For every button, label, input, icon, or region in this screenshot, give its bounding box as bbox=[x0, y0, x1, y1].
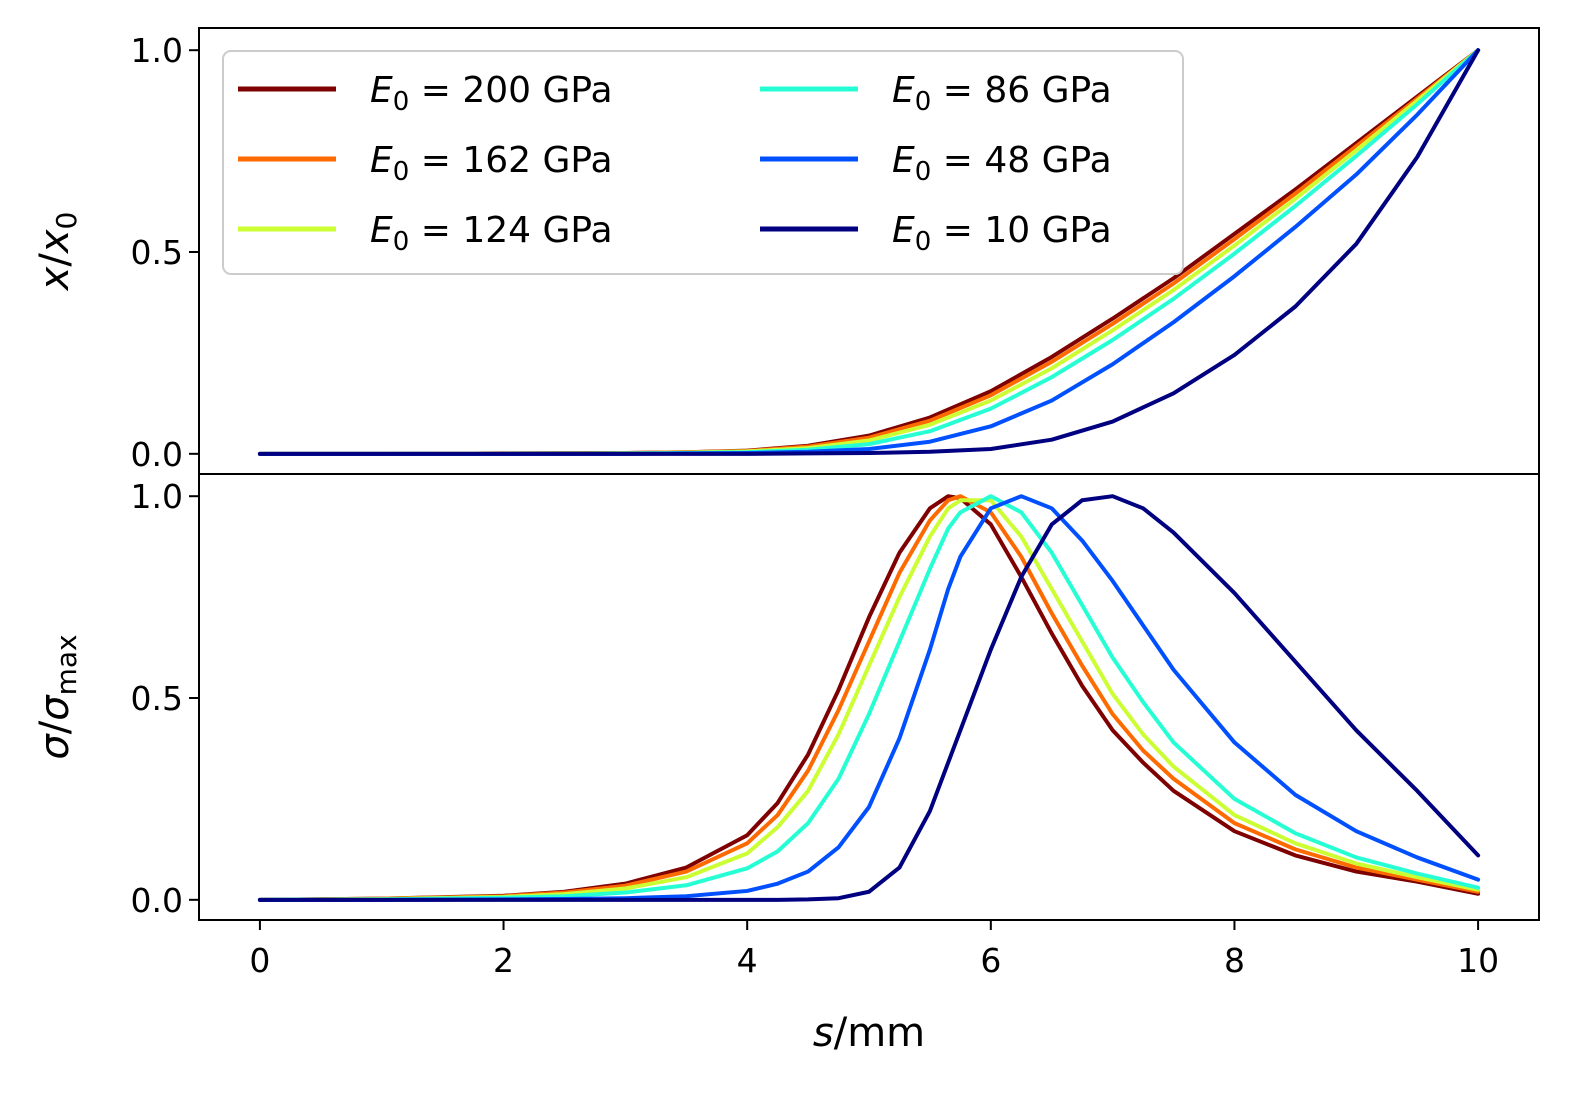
legend-label: E0 = 200 GPa bbox=[370, 70, 613, 117]
top-panel: 0.0 0.5 1.0 x/x0 bbox=[32, 27, 1540, 475]
x-axis-label: s/mm bbox=[813, 1010, 925, 1056]
series-group bbox=[257, 494, 1481, 902]
legend-item-10-gpa: E0 = 10 GPa bbox=[760, 210, 1112, 257]
x-tick-label: 0 bbox=[249, 941, 270, 980]
y-tick-label: 0.5 bbox=[131, 233, 183, 272]
legend-item-200-gpa: E0 = 200 GPa bbox=[238, 70, 613, 117]
y-tick-label: 0.0 bbox=[131, 881, 183, 920]
series-line-10-gpa bbox=[257, 494, 1481, 902]
y-tick-label: 0.0 bbox=[131, 435, 183, 474]
x-tick-label: 8 bbox=[1224, 941, 1245, 980]
axes-frame bbox=[198, 473, 1540, 921]
series-line-200-gpa bbox=[257, 494, 1481, 902]
series-line-124-gpa bbox=[257, 498, 1481, 902]
x-tick-label: 10 bbox=[1457, 941, 1499, 980]
series-line-162-gpa bbox=[257, 494, 1481, 902]
legend-label: E0 = 10 GPa bbox=[892, 210, 1112, 257]
legend-label: E0 = 124 GPa bbox=[370, 210, 613, 257]
legend-item-124-gpa: E0 = 124 GPa bbox=[238, 210, 613, 257]
legend-item-86-gpa: E0 = 86 GPa bbox=[760, 70, 1112, 117]
bottom-panel: 0.0 0.5 1.0 0 2 4 6 8 10 σ/σmax s/mm bbox=[32, 473, 1540, 1056]
legend-item-48-gpa: E0 = 48 GPa bbox=[760, 140, 1112, 187]
x-tick-label: 2 bbox=[493, 941, 514, 980]
series-line-10-gpa bbox=[257, 48, 1481, 456]
y-axis-label: σ/σmax bbox=[32, 634, 83, 759]
y-tick-label: 1.0 bbox=[131, 477, 183, 516]
y-tick-label: 1.0 bbox=[131, 31, 183, 70]
series-line-48-gpa bbox=[257, 494, 1481, 902]
legend-label: E0 = 86 GPa bbox=[892, 70, 1112, 117]
legend-label: E0 = 48 GPa bbox=[892, 140, 1112, 187]
legend: E0 = 200 GPa E0 = 162 GPa E0 = 124 GPa E0 =… bbox=[222, 50, 1184, 275]
x-tick-label: 4 bbox=[737, 941, 758, 980]
series-group bbox=[257, 48, 1481, 456]
y-tick-label: 0.5 bbox=[131, 679, 183, 718]
x-tick-label: 6 bbox=[980, 941, 1001, 980]
legend-box bbox=[222, 50, 1184, 275]
legend-label: E0 = 162 GPa bbox=[370, 140, 613, 187]
series-line-86-gpa bbox=[257, 494, 1481, 902]
y-axis-label: x/x0 bbox=[32, 212, 83, 293]
legend-item-162-gpa: E0 = 162 GPa bbox=[238, 140, 613, 187]
